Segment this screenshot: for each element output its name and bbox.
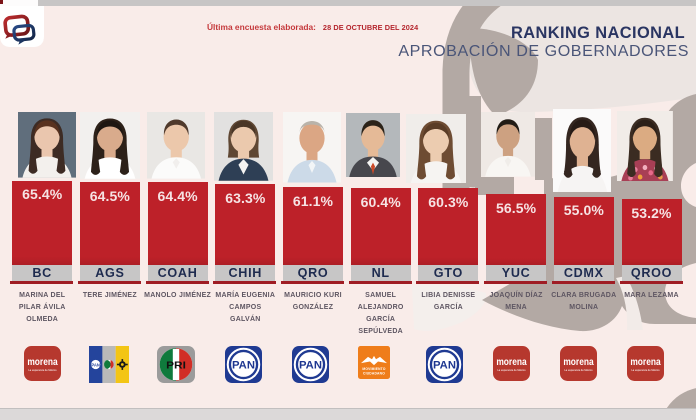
svg-text:PRI: PRI [166,359,186,371]
svg-text:morena: morena [496,357,527,368]
svg-text:morena: morena [630,357,661,368]
svg-text:MOVIMIENTO: MOVIMIENTO [363,367,386,371]
svg-text:morena: morena [27,357,58,368]
svg-text:La esperanza de México: La esperanza de México [631,368,660,372]
svg-text:CIUDADANO: CIUDADANO [363,371,385,375]
svg-text:PAN: PAN [299,359,322,371]
svg-text:La esperanza de México: La esperanza de México [497,368,526,372]
svg-text:La esperanza de México: La esperanza de México [28,368,57,372]
svg-text:PAN: PAN [433,359,456,371]
svg-text:morena: morena [563,357,594,368]
svg-text:PAN: PAN [232,359,255,371]
svg-text:La esperanza de México: La esperanza de México [564,368,593,372]
svg-text:PAN: PAN [92,362,101,367]
